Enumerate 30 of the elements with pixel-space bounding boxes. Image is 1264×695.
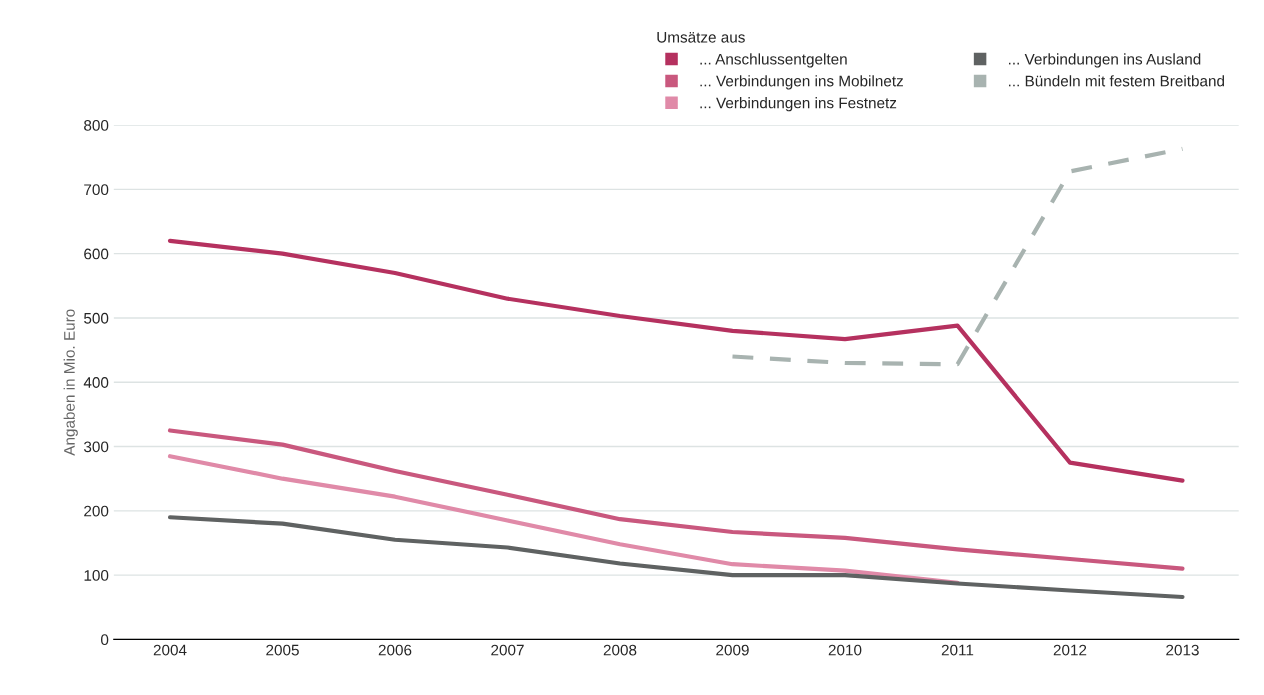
y-tick-label: 0 [101, 634, 109, 646]
line-series [167, 515, 1185, 600]
x-tick-label: 2013 [1166, 644, 1199, 656]
legend-label: ... Verbindungen ins Festnetz [700, 97, 897, 112]
y-tick-label: 800 [84, 119, 109, 131]
line-series [167, 428, 1185, 571]
x-tick-label: 2012 [1053, 644, 1087, 656]
y-tick-label: 200 [84, 505, 109, 517]
y-tick-label: 500 [84, 312, 109, 324]
y-tick-label: 100 [84, 569, 109, 581]
legend-label: ... Verbindungen ins Mobilnetz [700, 75, 903, 90]
x-tick-label: 2008 [603, 644, 637, 656]
x-tick-label: 2005 [266, 644, 299, 656]
x-tick-label: 2006 [378, 644, 412, 656]
y-tick-label: 400 [83, 377, 109, 388]
x-tick-label: 2004 [153, 644, 187, 656]
x-tick-label: 2011 [941, 644, 974, 656]
y-tick-label: 600 [84, 248, 109, 260]
line-series [167, 238, 1185, 483]
y-tick-label: 700 [84, 184, 109, 196]
legend-label: ... Bündeln mit festem Breitband [1008, 75, 1224, 87]
line-series [730, 146, 1185, 367]
legend-label: ... Anschlussentgelten [700, 53, 847, 68]
y-tick-label: 300 [83, 441, 109, 453]
legend-label: ... Verbindungen ins Ausland [1008, 53, 1201, 68]
y-axis-title: Angaben in Mio. Euro [63, 309, 78, 456]
x-tick-label: 2007 [491, 644, 524, 656]
legend-title: Umsätze aus [657, 32, 745, 43]
x-tick-label: 2009 [716, 644, 749, 656]
x-tick-label: 2010 [828, 644, 862, 656]
